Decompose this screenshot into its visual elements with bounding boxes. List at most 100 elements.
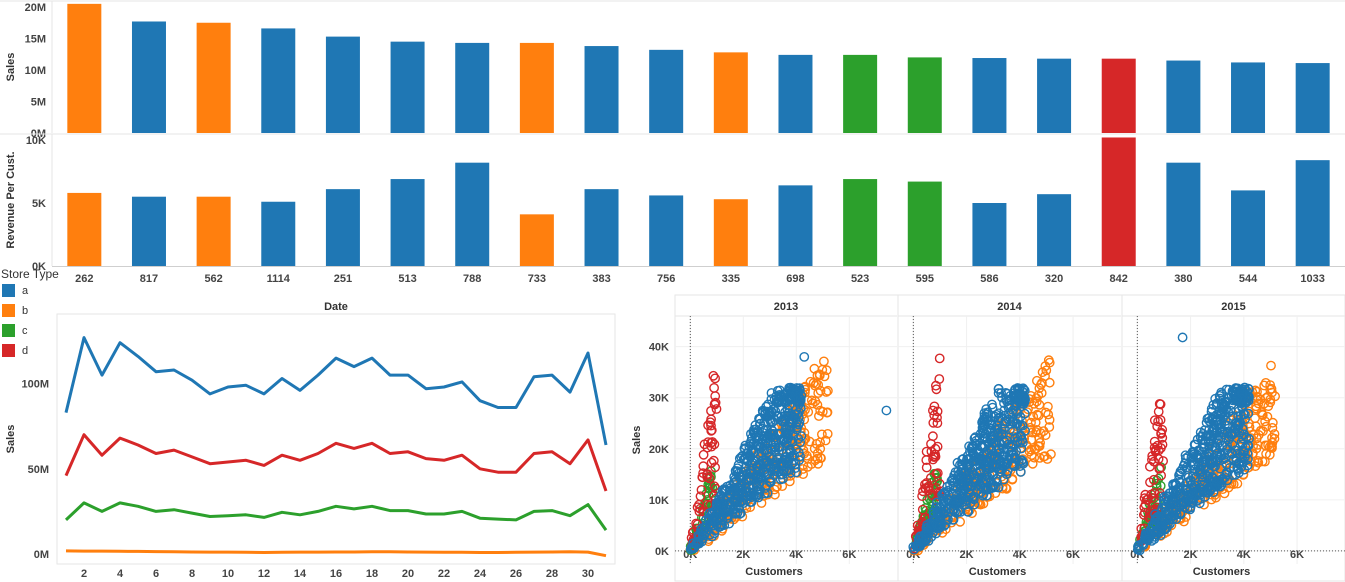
scatter-point-a[interactable]	[1216, 409, 1227, 420]
scatter-point-a[interactable]	[691, 539, 701, 549]
scatter-point-a[interactable]	[993, 384, 1004, 394]
scatter-point-a[interactable]	[1232, 417, 1242, 428]
scatter-point-a[interactable]	[791, 424, 802, 435]
scatter-point-d[interactable]	[1139, 510, 1149, 520]
scatter-point-d[interactable]	[1150, 446, 1161, 457]
revenue-bar[interactable]	[649, 195, 684, 266]
scatter-point-a[interactable]	[1159, 491, 1170, 502]
scatter-point-b[interactable]	[1026, 417, 1036, 428]
scatter-point-a[interactable]	[1237, 423, 1248, 434]
scatter-point-a[interactable]	[1197, 447, 1208, 457]
scatter-point-b[interactable]	[1043, 409, 1054, 420]
scatter-point-d[interactable]	[709, 481, 720, 492]
scatter-point-a[interactable]	[962, 506, 973, 517]
scatter-point-d[interactable]	[1156, 428, 1167, 439]
scatter-point-b[interactable]	[822, 407, 832, 418]
scatter-point-b[interactable]	[819, 371, 830, 382]
scatter-point-a[interactable]	[766, 394, 777, 405]
scatter-point-a[interactable]	[736, 483, 747, 494]
sales-bar[interactable]	[972, 58, 1007, 133]
sales-bar[interactable]	[196, 22, 231, 133]
scatter-point-a[interactable]	[969, 433, 980, 444]
scatter-point-a[interactable]	[1215, 424, 1226, 434]
scatter-point-a[interactable]	[1243, 454, 1253, 465]
scatter-point-b[interactable]	[1032, 375, 1042, 386]
scatter-point-a[interactable]	[921, 534, 931, 545]
sales-bar[interactable]	[325, 36, 360, 133]
sales-bar[interactable]	[261, 28, 296, 134]
scatter-point-b[interactable]	[1265, 397, 1276, 408]
scatter-point-a[interactable]	[1004, 395, 1015, 406]
scatter-point-d[interactable]	[1154, 463, 1165, 474]
scatter-point-a[interactable]	[1232, 463, 1243, 474]
scatter-point-a[interactable]	[1233, 406, 1244, 417]
scatter-point-d[interactable]	[1147, 493, 1157, 503]
scatter-point-a[interactable]	[986, 441, 997, 451]
scatter-point-d[interactable]	[912, 520, 923, 531]
scatter-point-b[interactable]	[816, 453, 826, 463]
scatter-point-a[interactable]	[768, 428, 779, 439]
scatter-point-b[interactable]	[1040, 451, 1050, 461]
scatter-point-a[interactable]	[760, 438, 771, 449]
scatter-point-a[interactable]	[1200, 462, 1211, 472]
scatter-point-d[interactable]	[929, 452, 939, 462]
scatter-point-a[interactable]	[705, 529, 715, 540]
scatter-point-d[interactable]	[931, 468, 942, 479]
scatter-point-a[interactable]	[958, 453, 969, 464]
scatter-point-a[interactable]	[1170, 507, 1181, 518]
scatter-point-d[interactable]	[692, 502, 703, 513]
scatter-point-a[interactable]	[719, 520, 730, 530]
scatter-point-a[interactable]	[974, 466, 985, 476]
scatter-point-d[interactable]	[697, 472, 708, 483]
scatter-point-b[interactable]	[817, 406, 828, 417]
scatter-point-d[interactable]	[706, 457, 717, 468]
scatter-point-a[interactable]	[772, 410, 783, 421]
scatter-point-a[interactable]	[734, 503, 744, 514]
scatter-point-a[interactable]	[1238, 433, 1248, 444]
scatter-point-a[interactable]	[1243, 395, 1254, 406]
scatter-point-b[interactable]	[821, 387, 832, 397]
scatter-point-a[interactable]	[982, 407, 993, 418]
scatter-point-a[interactable]	[1239, 429, 1249, 440]
scatter-point-a[interactable]	[965, 464, 976, 475]
scatter-point-a[interactable]	[784, 417, 795, 428]
scatter-point-b[interactable]	[813, 388, 824, 398]
scatter-point-d[interactable]	[928, 405, 938, 416]
revenue-bar[interactable]	[455, 162, 490, 266]
scatter-point-b[interactable]	[1260, 377, 1271, 388]
scatter-point-d[interactable]	[707, 437, 718, 447]
scatter-point-a[interactable]	[1207, 472, 1218, 483]
scatter-point-a[interactable]	[746, 428, 756, 439]
scatter-point-b[interactable]	[1269, 429, 1280, 439]
scatter-point-d[interactable]	[1149, 415, 1160, 426]
scatter-point-a[interactable]	[935, 508, 945, 518]
scatter-point-a[interactable]	[1204, 441, 1215, 451]
scatter-point-b[interactable]	[1250, 413, 1260, 424]
scatter-point-b[interactable]	[756, 498, 767, 508]
scatter-point-a[interactable]	[758, 407, 768, 418]
revenue-bar[interactable]	[390, 179, 425, 266]
sales-bar[interactable]	[584, 46, 619, 134]
scatter-point-d[interactable]	[917, 491, 927, 501]
scatter-point-a[interactable]	[1169, 497, 1180, 507]
scatter-point-d[interactable]	[1141, 494, 1152, 505]
scatter-point-d[interactable]	[926, 438, 936, 449]
sales-bar[interactable]	[843, 54, 878, 133]
scatter-point-d[interactable]	[931, 384, 942, 395]
scatter-point-a[interactable]	[981, 490, 992, 501]
scatter-point-a[interactable]	[1174, 470, 1184, 480]
scatter-point-b[interactable]	[1265, 394, 1276, 405]
scatter-point-a[interactable]	[760, 454, 771, 465]
scatter-point-b[interactable]	[1219, 488, 1230, 499]
scatter-point-a[interactable]	[1243, 408, 1254, 419]
scatter-point-a[interactable]	[793, 412, 804, 423]
scatter-point-a[interactable]	[735, 508, 745, 519]
revenue-bar[interactable]	[131, 196, 166, 266]
revenue-bar[interactable]	[196, 196, 231, 266]
sales-bar[interactable]	[907, 57, 942, 133]
scatter-point-b[interactable]	[1027, 458, 1038, 469]
scatter-point-d[interactable]	[1156, 470, 1167, 481]
scatter-point-d[interactable]	[923, 481, 934, 492]
scatter-point-a[interactable]	[1226, 449, 1237, 459]
scatter-point-d[interactable]	[923, 485, 934, 496]
